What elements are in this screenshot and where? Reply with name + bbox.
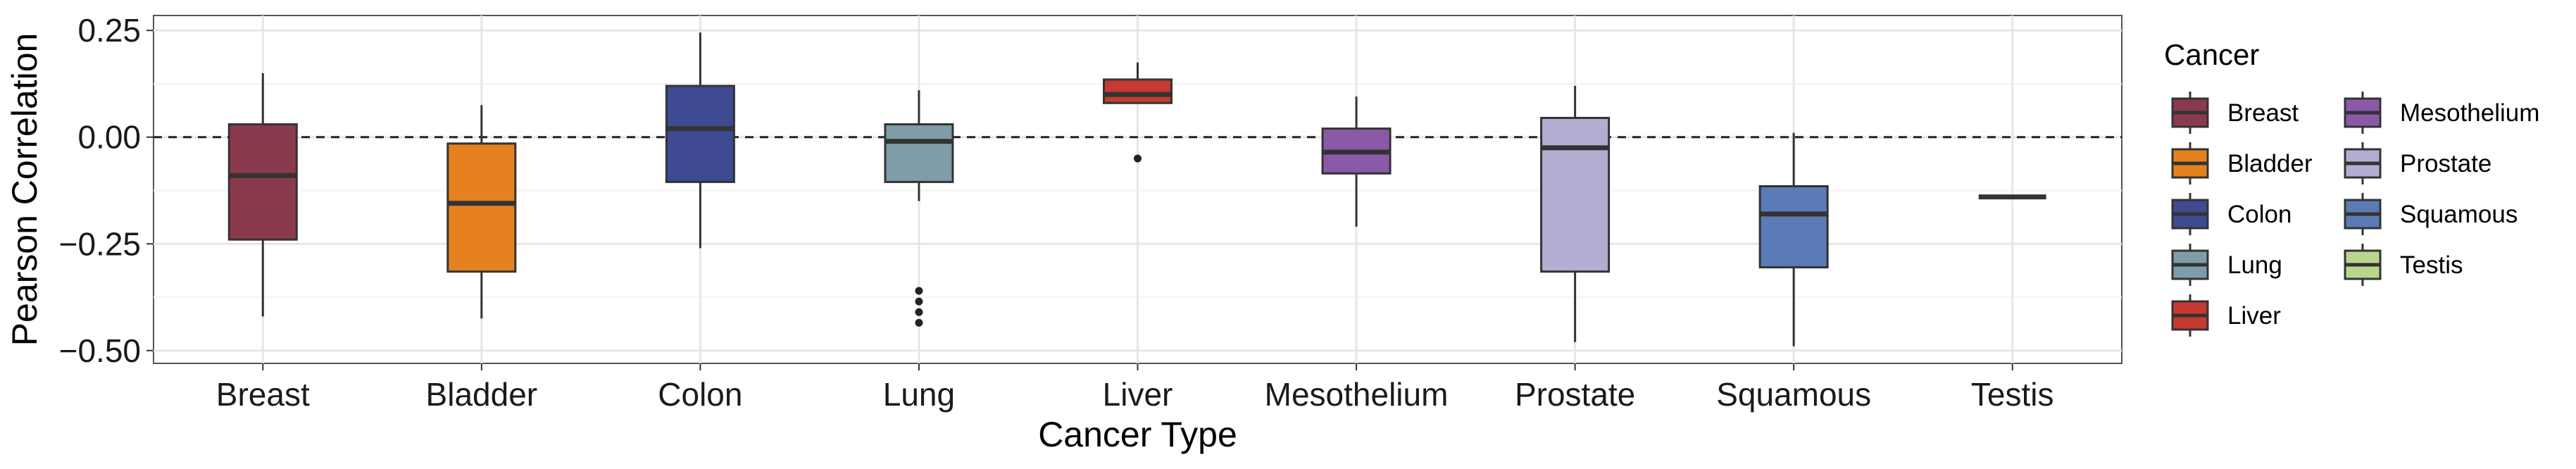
x-axis-ticks: Breast Bladder Colon Lung Liver Mesothelium Pr… [216,363,2054,413]
legend-label: Mesothelium [2400,99,2539,127]
legend-item-mesothelium: Mesothelium [2344,92,2539,134]
x-tick-label: Lung [883,376,955,413]
legend-item-squamous: Squamous [2344,193,2518,235]
box-body [665,85,735,183]
box-lung [884,90,954,327]
outlier-point [915,318,923,327]
x-tick-label: Testis [1971,376,2054,413]
x-tick-label: Prostate [1515,376,1635,413]
legend-item-bladder: Bladder [2171,142,2313,185]
legend-item-testis: Testis [2344,244,2463,286]
box-plots [227,32,2046,346]
legend-label: Bladder [2227,150,2313,177]
box-body [446,142,517,273]
outlier-point [915,308,923,316]
legend-label: Squamous [2400,201,2518,228]
y-axis-ticks: 0.25 0.00 −0.25 −0.50 [59,12,154,369]
y-tick-label: 0.00 [77,119,141,156]
box-bladder [446,105,517,319]
x-tick-label: Liver [1103,376,1173,413]
box-body [227,123,298,241]
box-body [1540,116,1611,273]
outlier-point [915,287,923,295]
legend-item-prostate: Prostate [2344,142,2491,185]
box-body [1758,185,1829,269]
legend-label: Colon [2227,201,2291,228]
box-prostate [1540,86,1611,342]
y-tick-label: −0.25 [59,225,141,262]
legend-label: Lung [2227,251,2282,279]
box-liver [1103,62,1173,163]
legend-item-liver: Liver [2171,294,2281,337]
box-squamous [1758,132,1829,346]
legend-label: Testis [2400,251,2463,279]
x-tick-label: Bladder [426,376,538,413]
x-tick-label: Mesothelium [1265,376,1449,413]
outlier-point [915,297,923,306]
legend-label: Liver [2227,302,2281,330]
legend-item-lung: Lung [2171,244,2282,286]
box-mesothelium [1321,96,1392,227]
legend: Breast Bladder Colon Lung Liver Mesothelium Pr… [2171,92,2539,337]
legend-label: Prostate [2400,150,2491,177]
legend-item-colon: Colon [2171,193,2291,235]
x-tick-label: Squamous [1716,376,1871,413]
x-tick-label: Breast [216,376,310,413]
box-body [1103,78,1173,104]
outlier-point [1134,154,1142,163]
legend-label: Breast [2227,99,2299,127]
box-body [884,123,954,183]
legend-title: Cancer [2164,38,2259,71]
x-axis-title: Cancer Type [1038,415,1237,454]
x-tick-label: Colon [658,376,742,413]
legend-item-breast: Breast [2171,92,2299,134]
box-breast [227,73,298,317]
y-tick-label: −0.50 [59,332,141,369]
y-tick-label: 0.25 [77,12,141,49]
y-axis-title: Pearson Correlation [5,33,44,346]
box-colon [665,32,735,249]
